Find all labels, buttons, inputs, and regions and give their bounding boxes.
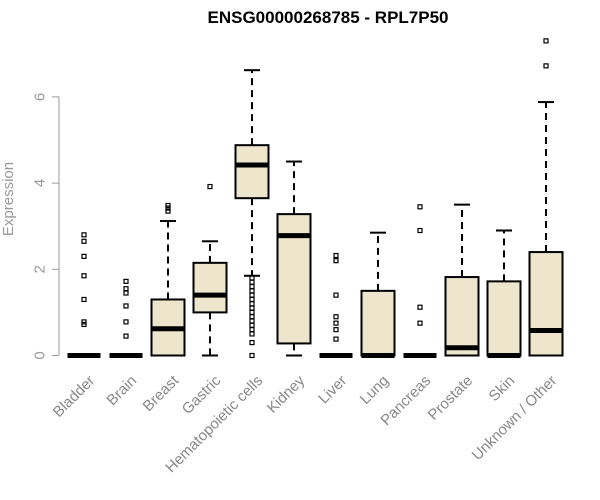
x-tick-label: Skin	[486, 372, 519, 405]
outlier-point	[249, 318, 255, 324]
outlier-point	[249, 327, 255, 333]
box-series	[67, 38, 564, 359]
box-group	[486, 229, 522, 358]
y-axis-title: Expression	[0, 162, 17, 236]
outlier-point	[123, 319, 129, 325]
box-group	[234, 69, 270, 359]
outlier-point	[249, 331, 255, 337]
outlier-point	[249, 301, 255, 307]
outlier-point	[333, 336, 339, 342]
outlier-point	[81, 232, 87, 238]
outlier-point	[249, 314, 255, 320]
outlier-point	[123, 278, 129, 284]
x-tick-label: Liver	[315, 372, 350, 407]
outlier-point	[249, 288, 255, 294]
outlier-point	[543, 38, 549, 44]
y-tick-label: 2	[31, 265, 48, 273]
outlier-point	[249, 322, 255, 328]
outlier-point	[249, 305, 255, 311]
box-iqr	[360, 289, 396, 357]
x-tick-label: Brain	[103, 372, 140, 409]
outlier-point	[249, 352, 255, 359]
outlier-point	[123, 290, 129, 296]
box-group	[528, 38, 564, 357]
chart-title: ENSG00000268785 - RPL7P50	[208, 8, 449, 27]
y-tick-label: 6	[31, 93, 48, 101]
outlier-point	[207, 183, 213, 190]
outlier-point	[249, 275, 255, 281]
outlier-point	[333, 320, 339, 326]
x-tick-label: Lung	[357, 372, 393, 408]
box-group	[444, 203, 480, 357]
x-tick-label: Kidney	[264, 372, 309, 417]
outlier-point	[165, 202, 171, 209]
outlier-point	[417, 227, 423, 234]
outlier-point	[249, 309, 255, 315]
outlier-point	[543, 63, 549, 69]
outlier-point	[249, 279, 255, 285]
outlier-point	[81, 273, 87, 279]
outlier-point	[333, 252, 339, 259]
outlier-point	[249, 339, 255, 346]
outlier-point	[123, 303, 129, 309]
outlier-point	[249, 292, 255, 298]
outlier-point	[81, 319, 87, 325]
outlier-point	[81, 253, 87, 259]
x-tick-label: Bladder	[50, 372, 99, 421]
outlier-point	[333, 327, 339, 333]
outlier-point	[81, 296, 87, 303]
outlier-point	[249, 296, 255, 303]
outlier-point	[123, 286, 129, 292]
outlier-point	[123, 333, 129, 339]
box-group	[403, 204, 437, 358]
box-group	[109, 278, 143, 358]
outlier-point	[333, 258, 339, 264]
outlier-point	[417, 204, 423, 210]
box-group	[319, 252, 353, 358]
box-group	[276, 160, 312, 357]
outlier-point	[417, 304, 423, 310]
outlier-point	[81, 238, 87, 244]
y-tick-label: 0	[31, 351, 48, 359]
y-tick-label: 4	[31, 179, 48, 187]
outlier-point	[249, 283, 255, 290]
box-group	[360, 231, 396, 358]
y-axis: 0 2 4 6	[31, 93, 60, 360]
outlier-point	[165, 208, 171, 214]
box-iqr	[528, 251, 564, 357]
x-tick-label: Prostate	[425, 372, 477, 424]
box-iqr	[234, 144, 270, 200]
outlier-point	[417, 320, 423, 326]
x-tick-label: Breast	[140, 372, 183, 415]
box-iqr	[486, 280, 522, 357]
box-group	[150, 202, 186, 357]
box-iqr	[444, 276, 480, 357]
outlier-point	[333, 314, 339, 320]
box-group	[192, 183, 228, 357]
box-group	[67, 232, 101, 358]
outlier-point	[333, 292, 339, 298]
box-iqr	[192, 261, 228, 314]
